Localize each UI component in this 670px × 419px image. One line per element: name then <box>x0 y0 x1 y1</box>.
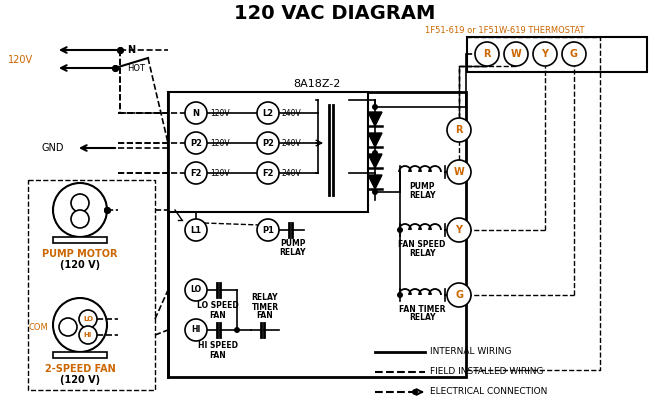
Text: HI: HI <box>192 326 201 334</box>
Circle shape <box>372 189 378 195</box>
Circle shape <box>447 118 471 142</box>
Circle shape <box>234 327 240 333</box>
Polygon shape <box>368 112 382 126</box>
Circle shape <box>447 218 471 242</box>
Polygon shape <box>368 133 382 147</box>
Text: LO SPEED: LO SPEED <box>197 302 239 310</box>
Text: FIELD INSTALLED WIRING: FIELD INSTALLED WIRING <box>430 367 543 377</box>
Text: Y: Y <box>456 225 462 235</box>
Circle shape <box>257 162 279 184</box>
Bar <box>53 352 107 358</box>
Circle shape <box>475 42 499 66</box>
Circle shape <box>185 132 207 154</box>
Text: FAN TIMER: FAN TIMER <box>399 305 446 313</box>
Text: 120V: 120V <box>210 109 230 117</box>
Text: L2: L2 <box>263 109 273 117</box>
Text: FAN: FAN <box>257 311 273 321</box>
Text: 2-SPEED FAN: 2-SPEED FAN <box>45 364 115 374</box>
Text: RELAY: RELAY <box>280 248 306 256</box>
Text: LO: LO <box>190 285 202 295</box>
Circle shape <box>79 310 97 328</box>
Text: HOT: HOT <box>127 64 145 72</box>
Text: HI SPEED: HI SPEED <box>198 341 238 351</box>
Circle shape <box>447 283 471 307</box>
Text: N: N <box>192 109 200 117</box>
Text: (120 V): (120 V) <box>60 375 100 385</box>
Bar <box>168 92 466 377</box>
Circle shape <box>372 150 378 156</box>
Text: P2: P2 <box>190 139 202 147</box>
Circle shape <box>104 207 110 213</box>
Text: 120 VAC DIAGRAM: 120 VAC DIAGRAM <box>234 3 436 23</box>
Text: HI: HI <box>84 332 92 338</box>
Bar <box>168 92 368 212</box>
Text: 240V: 240V <box>282 168 302 178</box>
Text: 1F51-619 or 1F51W-619 THERMOSTAT: 1F51-619 or 1F51W-619 THERMOSTAT <box>425 26 585 34</box>
Text: 120V: 120V <box>210 168 230 178</box>
Text: PUMP: PUMP <box>409 181 435 191</box>
Polygon shape <box>368 175 382 189</box>
Text: P1: P1 <box>262 225 274 235</box>
Text: G: G <box>455 290 463 300</box>
Text: PUMP: PUMP <box>280 238 306 248</box>
Text: 120V: 120V <box>210 139 230 147</box>
Text: N: N <box>127 45 135 55</box>
Circle shape <box>533 42 557 66</box>
Text: FAN SPEED: FAN SPEED <box>398 240 446 248</box>
Circle shape <box>185 102 207 124</box>
Text: ELECTRICAL CONNECTION: ELECTRICAL CONNECTION <box>430 388 547 396</box>
Text: W: W <box>454 167 464 177</box>
Text: P2: P2 <box>262 139 274 147</box>
Text: 120V: 120V <box>8 55 33 65</box>
Circle shape <box>257 219 279 241</box>
Text: R: R <box>483 49 490 59</box>
Text: COM: COM <box>28 323 48 331</box>
Circle shape <box>185 319 207 341</box>
Circle shape <box>53 298 107 352</box>
Text: INTERNAL WIRING: INTERNAL WIRING <box>430 347 511 357</box>
Text: G: G <box>570 49 578 59</box>
Circle shape <box>562 42 586 66</box>
Text: RELAY: RELAY <box>409 248 436 258</box>
Circle shape <box>53 183 107 237</box>
Text: R: R <box>455 125 463 135</box>
Text: LO: LO <box>83 316 93 322</box>
Text: GND: GND <box>42 143 64 153</box>
Text: 8A18Z-2: 8A18Z-2 <box>293 79 340 89</box>
Circle shape <box>397 292 403 298</box>
Text: PUMP MOTOR: PUMP MOTOR <box>42 249 118 259</box>
Circle shape <box>447 160 471 184</box>
Text: L1: L1 <box>190 225 202 235</box>
Text: F2: F2 <box>262 168 274 178</box>
Circle shape <box>504 42 528 66</box>
Circle shape <box>412 389 418 395</box>
Circle shape <box>185 219 207 241</box>
Text: RELAY: RELAY <box>409 191 436 199</box>
Text: 240V: 240V <box>282 109 302 117</box>
Circle shape <box>397 227 403 233</box>
Circle shape <box>79 326 97 344</box>
Polygon shape <box>368 154 382 168</box>
Circle shape <box>372 104 378 110</box>
Text: TIMER: TIMER <box>251 303 279 311</box>
Circle shape <box>257 132 279 154</box>
Circle shape <box>185 162 207 184</box>
Circle shape <box>71 210 89 228</box>
Text: W: W <box>511 49 521 59</box>
Text: (120 V): (120 V) <box>60 260 100 270</box>
Text: FAN: FAN <box>210 310 226 320</box>
Text: FAN: FAN <box>210 351 226 360</box>
Circle shape <box>257 102 279 124</box>
Text: F2: F2 <box>190 168 202 178</box>
Text: RELAY: RELAY <box>252 293 278 303</box>
Text: 240V: 240V <box>282 139 302 147</box>
Circle shape <box>185 279 207 301</box>
Circle shape <box>59 318 77 336</box>
Bar <box>467 37 647 72</box>
Bar <box>53 237 107 243</box>
Text: Y: Y <box>541 49 549 59</box>
Circle shape <box>71 194 89 212</box>
Text: RELAY: RELAY <box>409 313 436 323</box>
